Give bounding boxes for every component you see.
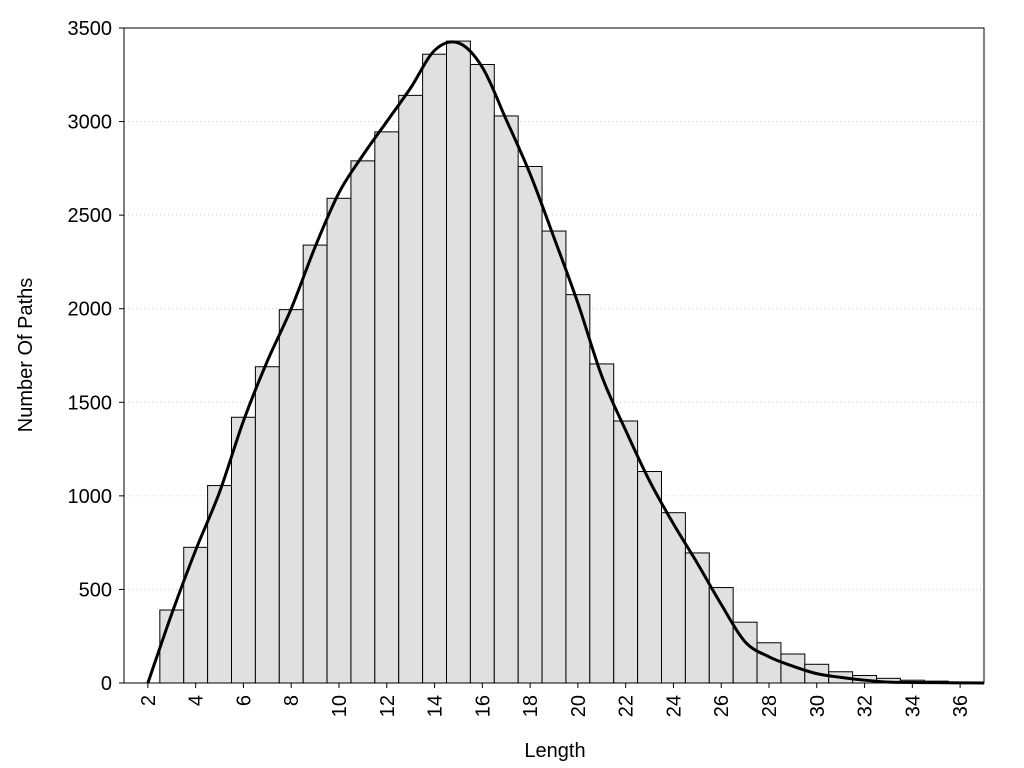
bar: [446, 40, 471, 684]
bar: [469, 63, 495, 684]
y-tick-label: 2000: [68, 299, 113, 321]
x-tick-label: 22: [616, 695, 638, 717]
x-tick-label: 4: [186, 695, 208, 706]
x-tick-label: 32: [855, 695, 877, 717]
density-line: [146, 40, 985, 685]
bar: [159, 609, 185, 684]
y-tick-label: 3000: [68, 112, 113, 134]
x-tick-label: 14: [425, 695, 447, 717]
x-tick-label: 34: [902, 695, 924, 717]
y-tick-label: 500: [79, 579, 112, 601]
bar: [254, 366, 280, 684]
x-tick-label: 30: [807, 695, 829, 717]
bar: [613, 420, 639, 684]
bar: [684, 552, 710, 684]
bar: [756, 642, 782, 684]
plot-frame: [123, 27, 985, 684]
bar: [350, 160, 376, 684]
y-tick-label: 1000: [68, 486, 113, 508]
y-axis-label: Number Of Paths: [15, 278, 37, 433]
y-tick-label: 1500: [68, 392, 113, 414]
bar: [517, 165, 543, 684]
bar: [637, 471, 662, 684]
bar: [398, 94, 424, 684]
x-tick-label: 18: [520, 695, 542, 717]
x-tick-label: 26: [711, 695, 733, 717]
y-tick-label: 0: [101, 673, 112, 695]
bar: [589, 363, 615, 684]
bar: [541, 230, 567, 684]
bar: [302, 244, 328, 684]
bar: [422, 53, 448, 684]
x-tick-label: 28: [759, 695, 781, 717]
y-tick-label: 3500: [68, 18, 113, 40]
bar: [374, 131, 400, 684]
x-tick-label: 12: [377, 695, 399, 717]
x-axis-label: Length: [524, 740, 585, 762]
x-tick-label: 6: [233, 695, 255, 706]
x-tick-label: 2: [138, 695, 160, 706]
x-tick-label: 36: [950, 695, 972, 717]
x-tick-label: 20: [568, 695, 590, 717]
x-tick-label: 10: [329, 695, 351, 717]
bar: [493, 115, 519, 684]
x-tick-label: 16: [472, 695, 494, 717]
y-tick-label: 2500: [68, 205, 113, 227]
x-tick-label: 8: [281, 695, 303, 706]
x-tick-label: 24: [663, 695, 685, 717]
bar: [326, 197, 352, 684]
bar: [278, 309, 304, 684]
bar: [565, 294, 591, 684]
bar: [231, 416, 256, 684]
